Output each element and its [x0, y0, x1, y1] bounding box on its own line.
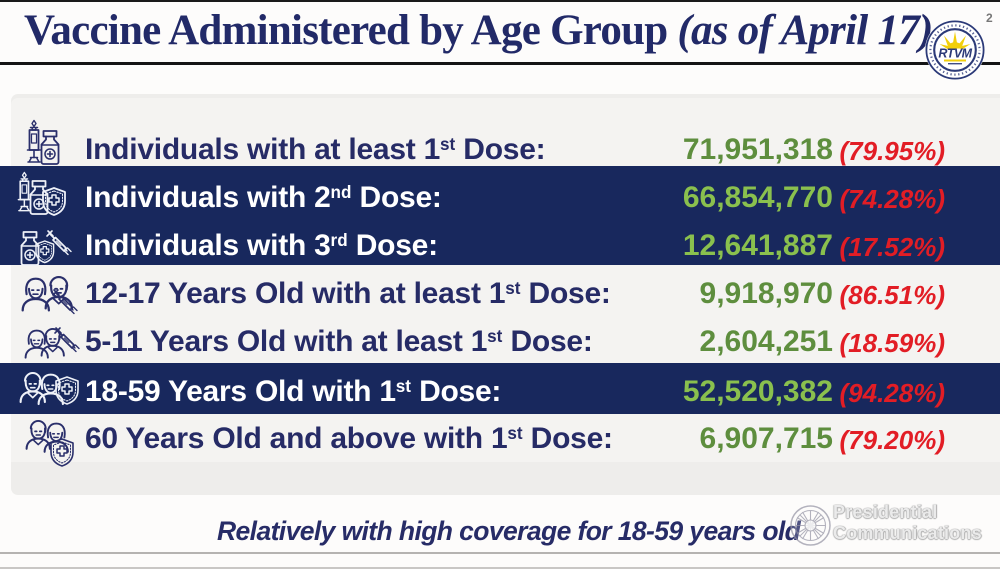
svg-text:RTVM: RTVM: [938, 47, 972, 61]
